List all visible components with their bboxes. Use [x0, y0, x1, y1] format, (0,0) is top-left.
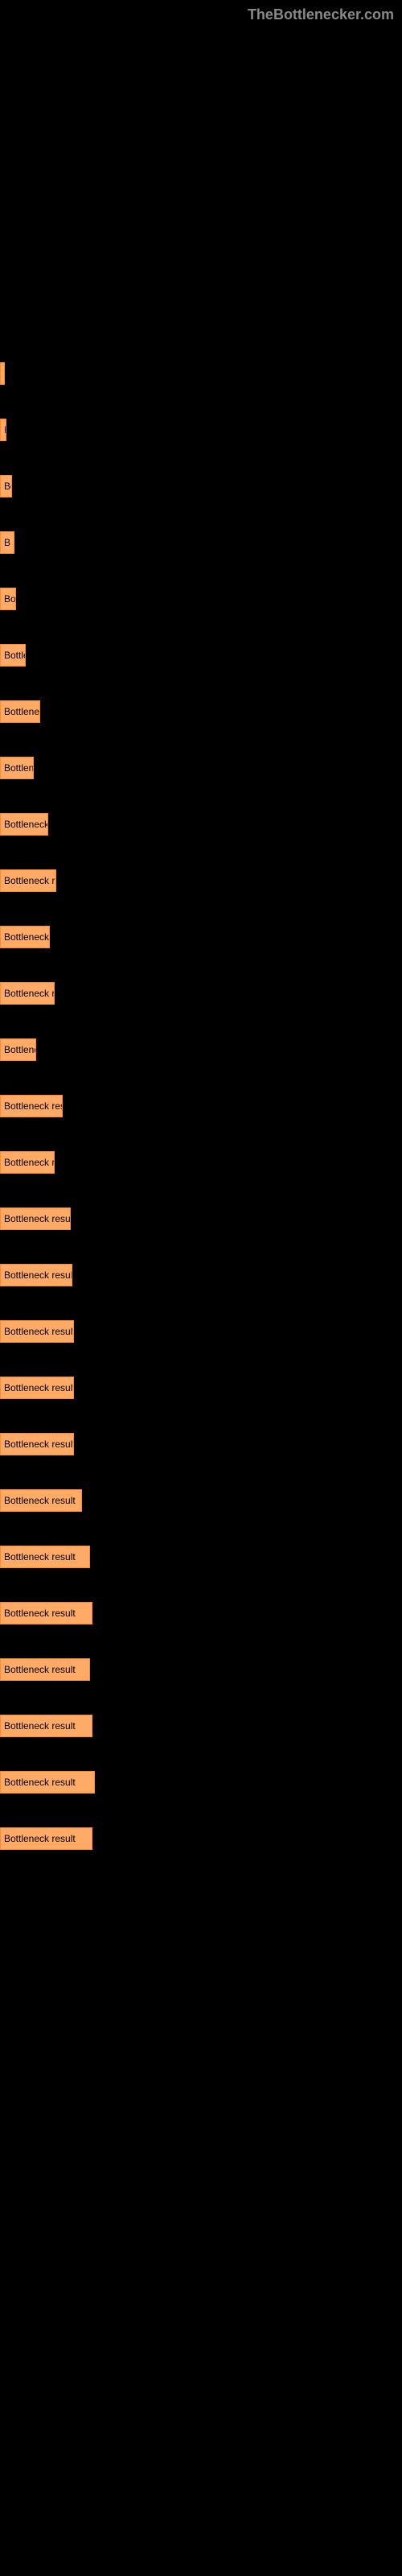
- bar-row: Bo: [0, 475, 402, 497]
- bar-item: Bottleneck res: [0, 813, 48, 836]
- bar-row: Bottleneck result: [0, 1715, 402, 1737]
- bar-item: Bottleneck result: [0, 1602, 92, 1624]
- bar-item: Bottleneck result: [0, 1771, 95, 1794]
- bar-row: Bottleneck result: [0, 1264, 402, 1286]
- bar-item: [0, 362, 5, 385]
- bar-item: Bottleneck result: [0, 1489, 82, 1512]
- bar-item: Bottleneck: [0, 1038, 36, 1061]
- bar-item: Bottleneck re: [0, 926, 50, 948]
- bar-row: Bottleneck result: [0, 1658, 402, 1681]
- bar-row: Bottlen: [0, 644, 402, 667]
- bar-item: Bo: [0, 588, 16, 610]
- bar-item: Bottlen: [0, 644, 26, 667]
- bar-row: Bottleneck r: [0, 700, 402, 723]
- bar-row: Bottleneck res: [0, 1151, 402, 1174]
- bar-row: Bottleneck result: [0, 1827, 402, 1850]
- bar-item: Bottleneck result: [0, 1546, 90, 1568]
- bar-item: Bottleneck res: [0, 1151, 55, 1174]
- bar-row: Bottleneck: [0, 1038, 402, 1061]
- watermark-text: TheBottlenecker.com: [248, 6, 394, 23]
- bar-item: Bo: [0, 475, 12, 497]
- bar-item: B: [0, 531, 14, 554]
- bar-row: Bottleneck result: [0, 1377, 402, 1399]
- bar-row: Bottleneck result: [0, 1602, 402, 1624]
- bar-item: Bottleneck result: [0, 1715, 92, 1737]
- bar-item: Bottlenec: [0, 757, 34, 779]
- bar-row: Bottleneck res: [0, 813, 402, 836]
- bar-item: Bottleneck result: [0, 1095, 63, 1117]
- bar-item: B: [0, 419, 6, 441]
- bar-row: Bottlenec: [0, 757, 402, 779]
- bar-row: Bottleneck result: [0, 1546, 402, 1568]
- bar-row: Bottleneck result: [0, 1489, 402, 1512]
- bar-item: Bottleneck result: [0, 1377, 74, 1399]
- bar-row: Bottleneck resu: [0, 982, 402, 1005]
- bar-row: B: [0, 531, 402, 554]
- bar-item: Bottleneck resu: [0, 982, 55, 1005]
- bar-chart: B Bo B Bo Bottlen Bottleneck r Bottlenec…: [0, 0, 402, 1916]
- bar-row: Bottleneck result: [0, 1208, 402, 1230]
- bar-row: Bottleneck result: [0, 869, 402, 892]
- bar-item: Bottleneck result: [0, 869, 56, 892]
- bar-row: Bottleneck result: [0, 1771, 402, 1794]
- bar-row: [0, 362, 402, 385]
- bar-item: Bottleneck result: [0, 1827, 92, 1850]
- bar-item: Bottleneck result: [0, 1264, 72, 1286]
- bar-row: Bottleneck re: [0, 926, 402, 948]
- bar-row: Bottleneck result: [0, 1095, 402, 1117]
- bar-row: Bo: [0, 588, 402, 610]
- bar-item: Bottleneck r: [0, 700, 40, 723]
- bar-row: Bottleneck result: [0, 1433, 402, 1455]
- bar-row: Bottleneck result: [0, 1320, 402, 1343]
- bar-item: Bottleneck result: [0, 1433, 74, 1455]
- bar-item: Bottleneck result: [0, 1658, 90, 1681]
- bar-item: Bottleneck result: [0, 1320, 74, 1343]
- bar-item: Bottleneck result: [0, 1208, 71, 1230]
- bar-row: B: [0, 419, 402, 441]
